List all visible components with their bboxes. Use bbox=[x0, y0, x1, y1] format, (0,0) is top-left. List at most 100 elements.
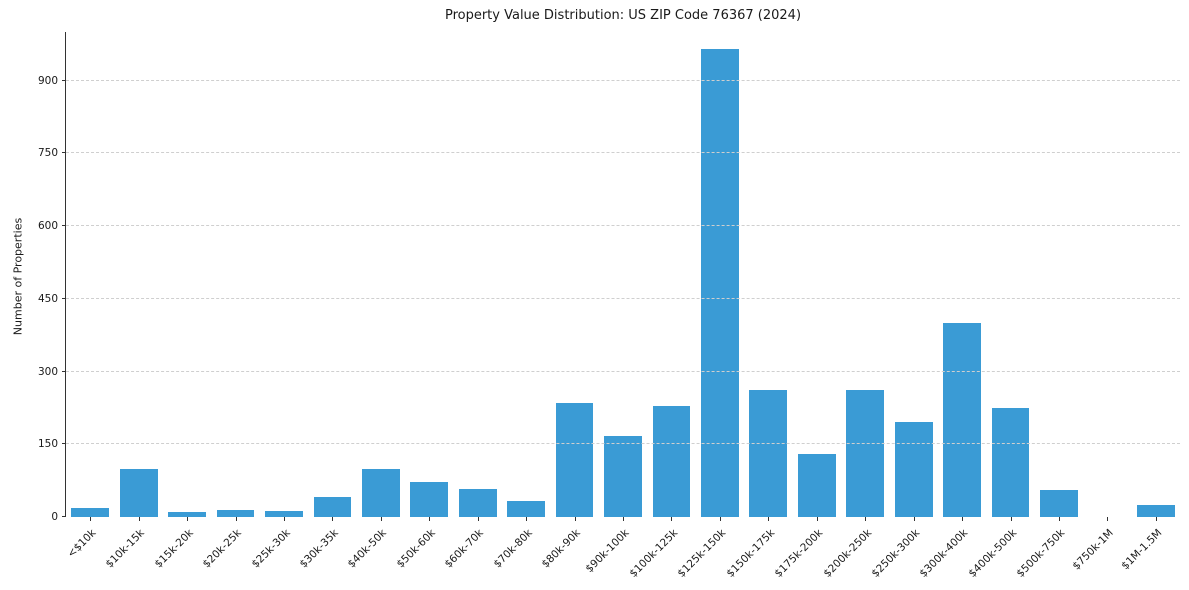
y-tick-label: 300 bbox=[37, 365, 58, 378]
bar-slot: $10k-15k bbox=[104, 32, 162, 570]
gridline bbox=[66, 225, 1180, 226]
gridline bbox=[66, 443, 1180, 445]
y-axis-label: Number of Properties bbox=[11, 217, 25, 336]
x-tick-label: $70k-80k bbox=[491, 527, 535, 571]
x-tick-label: $1M-1.5M bbox=[1119, 527, 1165, 573]
gridline bbox=[66, 297, 1180, 299]
bar-slot: $250k-300k bbox=[869, 32, 937, 580]
x-tick-mark bbox=[574, 517, 576, 521]
bar bbox=[749, 389, 788, 517]
bar bbox=[652, 406, 691, 517]
x-tick-label: $175k-200k bbox=[772, 527, 826, 580]
bar bbox=[361, 468, 400, 517]
bar bbox=[604, 436, 642, 517]
bar-slot: $150k-175k bbox=[724, 32, 792, 580]
x-tick-label: $25k-30k bbox=[249, 527, 293, 571]
bar bbox=[216, 510, 255, 517]
x-tick-mark bbox=[332, 517, 334, 521]
x-tick-label: $50k-60k bbox=[394, 527, 438, 571]
x-tick-mark bbox=[768, 517, 770, 521]
x-tick-mark bbox=[283, 517, 285, 521]
bar bbox=[991, 408, 1030, 517]
x-tick-mark bbox=[1010, 517, 1012, 521]
y-tick-mark bbox=[62, 516, 66, 517]
bar-slot: $200k-250k bbox=[821, 32, 889, 580]
y-tick-mark bbox=[62, 443, 66, 445]
x-tick-label: $20k-25k bbox=[200, 527, 245, 571]
x-tick-mark bbox=[816, 517, 818, 521]
bar-slot: $100k-125k bbox=[627, 32, 695, 580]
x-tick-mark bbox=[1058, 517, 1060, 521]
bar-slot: $90k-100k bbox=[583, 32, 647, 575]
y-tick-label: 150 bbox=[37, 438, 58, 451]
bar-slot: $1M-1.5M bbox=[1119, 32, 1180, 572]
y-tick-label: 750 bbox=[37, 147, 58, 160]
bar bbox=[846, 389, 885, 517]
y-tick-label: 900 bbox=[37, 74, 58, 87]
bar bbox=[1136, 505, 1175, 517]
bar-slot: $15k-20k bbox=[152, 32, 211, 570]
y-tick-mark bbox=[62, 370, 66, 372]
x-tick-label: $40k-50k bbox=[345, 527, 390, 571]
gridline bbox=[66, 79, 1180, 81]
y-tick-mark bbox=[62, 297, 66, 299]
x-tick-mark bbox=[138, 517, 140, 521]
x-tick-mark bbox=[913, 517, 915, 521]
bar bbox=[701, 48, 739, 517]
bar-slot: $300k-400k bbox=[918, 32, 986, 580]
gridline bbox=[66, 370, 1180, 372]
x-tick-mark bbox=[962, 517, 964, 521]
x-tick-label: $750k-1M bbox=[1070, 527, 1116, 573]
x-tick-label: $60k-70k bbox=[442, 527, 487, 571]
bar-slot: $50k-60k bbox=[394, 32, 453, 570]
x-tick-label: $90k-100k bbox=[583, 527, 632, 576]
bar bbox=[313, 496, 352, 517]
bar bbox=[410, 481, 449, 517]
bar bbox=[265, 510, 303, 517]
x-tick-label: $15k-20k bbox=[152, 527, 196, 571]
x-tick-label: $80k-90k bbox=[539, 527, 584, 571]
bar bbox=[119, 469, 158, 517]
x-tick-label: $100k-125k bbox=[627, 527, 680, 580]
bar-slot: $500k-750k bbox=[1015, 32, 1083, 580]
bar-slot: $40k-50k bbox=[346, 32, 405, 570]
x-tick-label: $300k-400k bbox=[917, 527, 971, 580]
bar-slot: $125k-150k bbox=[676, 32, 744, 580]
x-tick-label: $250k-300k bbox=[869, 527, 923, 580]
bar-slot: $25k-30k bbox=[249, 32, 308, 570]
x-tick-label: $30k-35k bbox=[297, 527, 341, 571]
bar bbox=[1040, 490, 1078, 517]
x-tick-mark bbox=[526, 517, 528, 521]
x-tick-label: $200k-250k bbox=[820, 527, 874, 580]
x-tick-mark bbox=[90, 517, 92, 521]
bar bbox=[71, 507, 110, 517]
bar bbox=[943, 323, 981, 517]
x-tick-label: <$10k bbox=[65, 527, 99, 561]
bar bbox=[168, 512, 206, 517]
y-tick-mark bbox=[62, 225, 66, 226]
bar-slot: $80k-90k bbox=[540, 32, 598, 570]
x-tick-mark bbox=[865, 517, 867, 521]
y-tick-label: 600 bbox=[37, 220, 58, 232]
x-tick-label: $125k-150k bbox=[675, 527, 729, 580]
bar bbox=[894, 422, 933, 517]
bar bbox=[797, 453, 836, 517]
bar bbox=[458, 488, 497, 517]
bar-slot: <$10k bbox=[66, 32, 114, 560]
x-tick-label: $10k-15k bbox=[103, 527, 148, 571]
x-tick-label: $150k-175k bbox=[723, 527, 777, 580]
x-tick-mark bbox=[187, 517, 189, 521]
x-tick-mark bbox=[429, 517, 431, 521]
x-tick-mark bbox=[623, 517, 625, 521]
bar-slot: $400k-500k bbox=[966, 32, 1034, 580]
x-tick-mark bbox=[380, 517, 382, 521]
bar-slot: $20k-25k bbox=[201, 32, 259, 570]
bar bbox=[507, 501, 546, 517]
x-tick-mark bbox=[1155, 517, 1157, 521]
plot-area: <$10k $10k-15k $15k-20k $20k-25k $25k-30k $30… bbox=[38, 32, 1180, 580]
bar-slot: $70k-80k bbox=[491, 32, 550, 570]
bars-container: <$10k $10k-15k $15k-20k $20k-25k $25k-30k $30… bbox=[66, 32, 1180, 580]
bar-slot: $750k-1M bbox=[1070, 32, 1131, 572]
y-tick-label: 0 bbox=[51, 511, 58, 523]
